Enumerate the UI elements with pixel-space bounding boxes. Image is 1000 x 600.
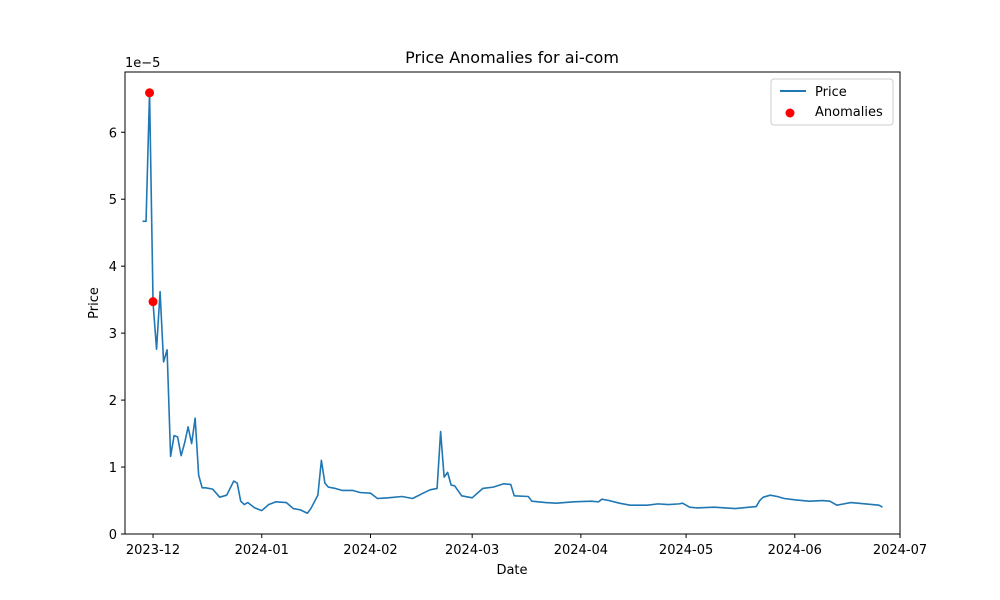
- chart-title: Price Anomalies for ai-com: [405, 48, 619, 67]
- y-tick-label: 4: [109, 260, 117, 275]
- y-tick-label: 0: [109, 528, 117, 543]
- x-tick-label: 2024-03: [445, 543, 499, 558]
- y-axis-label: Price: [87, 287, 102, 319]
- x-tick-label: 2023-12: [126, 543, 180, 558]
- legend-anomalies-swatch: [785, 108, 795, 118]
- x-axis-ticks: 2023-12 2024-01 2024-02 2024-03 2024-04 2024-…: [126, 534, 927, 558]
- legend-anomalies-label: Anomalies: [815, 105, 883, 120]
- y-scale-offset-label: 1e−5: [125, 56, 160, 71]
- plot-frame: [124, 71, 901, 535]
- x-axis-label: Date: [496, 563, 527, 578]
- legend: Price Anomalies: [770, 78, 894, 126]
- plot-background: [125, 72, 900, 534]
- x-tick-label: 2024-05: [659, 543, 713, 558]
- plot-content: [142, 88, 883, 515]
- anomaly-point: [145, 88, 155, 98]
- y-tick-label: 1: [109, 461, 117, 476]
- y-tick-label: 6: [109, 126, 117, 141]
- x-tick-label: 2024-04: [554, 543, 608, 558]
- y-axis-ticks: 0 1 2 3 4 5 6: [109, 126, 125, 543]
- y-tick-label: 5: [109, 193, 117, 208]
- x-tick-label: 2024-06: [768, 543, 822, 558]
- x-tick-label: 2024-01: [235, 543, 289, 558]
- y-tick-label: 3: [109, 327, 117, 342]
- legend-price-label: Price: [815, 85, 847, 100]
- x-tick-label: 2024-02: [343, 543, 397, 558]
- x-tick-label: 2024-07: [873, 543, 927, 558]
- y-tick-label: 2: [109, 394, 117, 409]
- price-line: [142, 91, 883, 515]
- anomaly-point: [148, 297, 158, 307]
